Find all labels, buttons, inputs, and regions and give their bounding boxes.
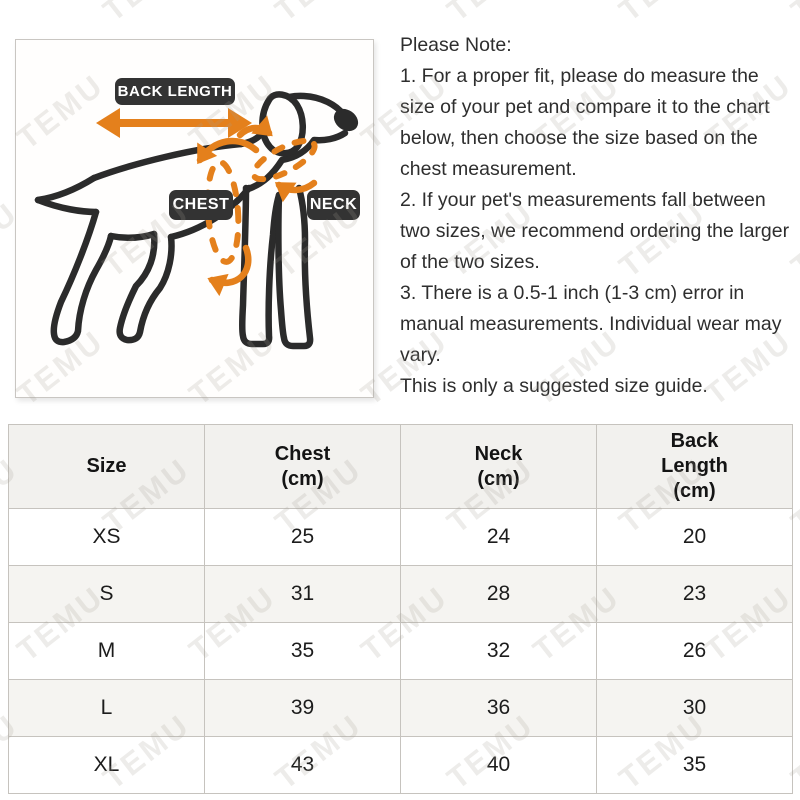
table-row-xl: XL 43 40 35 <box>8 736 793 794</box>
cell-back-length: 23 <box>596 565 793 623</box>
col-unit: (cm) <box>281 467 324 490</box>
neck-label-badge: NECK <box>307 190 360 220</box>
note-item-4: This is only a suggested size guide. <box>400 375 708 397</box>
col-header-neck: Neck (cm) <box>400 424 597 509</box>
cell-chest: 31 <box>204 565 401 623</box>
col-header-size: Size <box>8 424 205 509</box>
cell-size: L <box>8 679 205 737</box>
cell-back-length: 20 <box>596 508 793 566</box>
table-row-l: L 39 36 30 <box>8 679 793 737</box>
temu-watermark: TEMU <box>612 0 713 29</box>
cell-size: XL <box>8 736 205 794</box>
temu-watermark: TEMU <box>784 0 800 29</box>
cell-chest: 25 <box>204 508 401 566</box>
col-label: Back Length <box>661 430 728 477</box>
cell-neck: 28 <box>400 565 597 623</box>
temu-watermark: TEMU <box>0 0 25 29</box>
chest-label-badge: CHEST <box>169 190 233 220</box>
dog-measurement-diagram: BACK LENGTH CHEST NECK <box>15 39 374 398</box>
temu-watermark: TEMU <box>96 0 197 29</box>
col-header-back-length: Back Length (cm) <box>596 424 793 509</box>
note-item-2: 2. If your pet's measurements fall betwe… <box>400 189 790 273</box>
col-label: Chest <box>274 442 331 465</box>
dog-outline <box>34 92 349 350</box>
note-item-3: 3. There is a 0.5-1 inch (1-3 cm) error … <box>400 282 782 366</box>
cell-neck: 36 <box>400 679 597 737</box>
col-header-chest: Chest (cm) <box>204 424 401 509</box>
cell-back-length: 30 <box>596 679 793 737</box>
neck-girth-annotation <box>236 115 318 203</box>
chest-girth-annotation <box>196 137 260 297</box>
size-chart-table: Size Chest (cm) Neck (cm) Back Length (c… <box>8 424 793 794</box>
col-unit: (cm) <box>477 467 520 490</box>
cell-neck: 40 <box>400 736 597 794</box>
size-table-section: Size Chest (cm) Neck (cm) Back Length (c… <box>8 424 793 794</box>
measurement-annotations <box>96 108 318 297</box>
temu-watermark: TEMU <box>268 0 369 29</box>
temu-watermark: TEMU <box>440 0 541 29</box>
cell-size: M <box>8 622 205 680</box>
back-length-label-badge: BACK LENGTH <box>115 78 235 105</box>
col-label: Size <box>86 455 127 477</box>
dog-nose <box>333 108 359 132</box>
table-row-s: S 31 28 23 <box>8 565 793 623</box>
cell-neck: 32 <box>400 622 597 680</box>
cell-size: XS <box>8 508 205 566</box>
please-note-section: Please Note: 1. For a proper fit, please… <box>400 30 798 402</box>
cell-neck: 24 <box>400 508 597 566</box>
table-row-m: M 35 32 26 <box>8 622 793 680</box>
cell-chest: 43 <box>204 736 401 794</box>
cell-back-length: 35 <box>596 736 793 794</box>
dog-measurement-illustration <box>34 91 359 350</box>
table-header-row: Size Chest (cm) Neck (cm) Back Length (c… <box>8 424 793 509</box>
note-title: Please Note: <box>400 34 512 56</box>
note-item-1: 1. For a proper fit, please do measure t… <box>400 65 770 180</box>
cell-chest: 39 <box>204 679 401 737</box>
back-length-arrow <box>96 108 252 138</box>
cell-size: S <box>8 565 205 623</box>
table-row-xs: XS 25 24 20 <box>8 508 793 566</box>
cell-back-length: 26 <box>596 622 793 680</box>
cell-chest: 35 <box>204 622 401 680</box>
col-unit: (cm) <box>673 480 716 502</box>
col-label: Neck <box>474 442 523 465</box>
